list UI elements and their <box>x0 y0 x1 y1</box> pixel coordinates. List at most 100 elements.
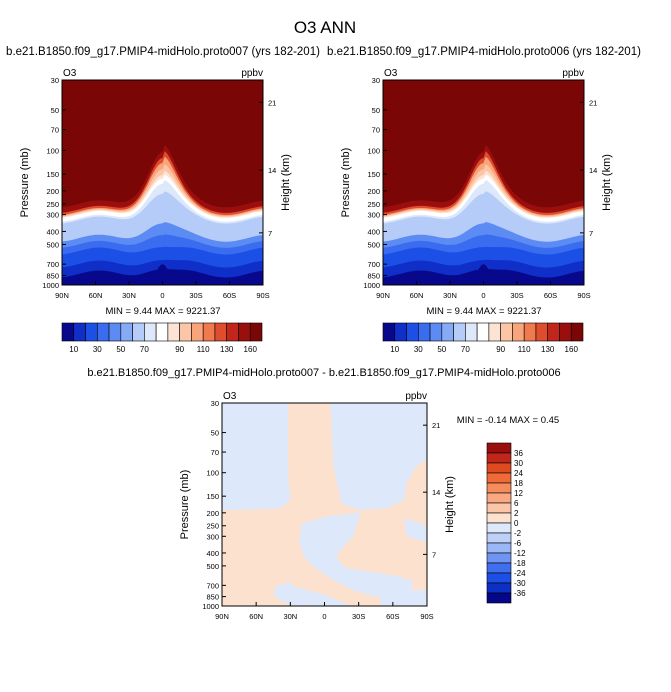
y-axis-label: Pressure (mb) <box>340 148 352 218</box>
field-layer <box>62 80 263 285</box>
right-tick-label: 7 <box>432 550 436 559</box>
y-tick-label: 30 <box>372 76 380 85</box>
y-tick-label: 70 <box>51 126 59 135</box>
colorbar-label: -30 <box>514 579 526 588</box>
colorbar-box <box>453 322 466 342</box>
y-tick-label: 50 <box>51 106 59 115</box>
y-tick-label: 850 <box>46 271 59 280</box>
colorbar-label: 30 <box>414 345 423 354</box>
y-tick-label: 70 <box>211 448 219 457</box>
colorbar-box <box>486 492 512 504</box>
y-tick-label: 200 <box>206 509 219 518</box>
colorbar-box <box>486 552 512 564</box>
y-tick-label: 400 <box>367 227 380 236</box>
x-tick-label: 90N <box>55 291 69 300</box>
x-tick-label: 30N <box>122 291 136 300</box>
x-tick-label: 30S <box>352 612 365 621</box>
colorbar-box <box>155 322 169 342</box>
colorbar-box <box>144 322 157 342</box>
field-negative-patch <box>273 581 353 606</box>
colorbar-box <box>382 322 396 342</box>
y-tick-label: 100 <box>367 146 380 155</box>
x-tick-label: 0 <box>322 612 326 621</box>
colorbar-label: 160 <box>565 345 579 354</box>
colorbar-label: 50 <box>437 345 446 354</box>
colorbar-label: 70 <box>461 345 470 354</box>
colorbar-box <box>226 322 239 342</box>
variable-label: O3 <box>384 68 398 79</box>
y-tick-label: 1000 <box>202 602 219 611</box>
colorbar-box <box>132 322 145 342</box>
field-negative-patch <box>404 518 427 542</box>
colorbar-box <box>120 322 133 342</box>
colorbar-label: 90 <box>175 345 184 354</box>
x-tick-label: 60N <box>249 612 263 621</box>
colorbar-label: -2 <box>514 529 522 538</box>
right-axis-label: Height (km) <box>280 154 292 211</box>
right-axis-label: Height (km) <box>444 476 456 533</box>
colorbar-box <box>96 322 110 342</box>
field-negative-patch <box>379 590 427 606</box>
colorbar-box <box>486 502 512 514</box>
colorbar-box <box>486 562 512 574</box>
colorbar-box <box>465 322 478 342</box>
panel-difference: b.e21.B1850.f09_g17.PMIP4-midHolo.proto0… <box>87 367 560 621</box>
y-tick-label: 850 <box>206 593 219 602</box>
colorbar-box <box>486 532 512 544</box>
right-tick-label: 14 <box>268 166 276 175</box>
colorbar-box <box>108 322 122 342</box>
colorbar-box <box>486 522 512 534</box>
variable-label: O3 <box>63 68 77 79</box>
colorbar-box <box>202 322 216 342</box>
colorbar-box <box>249 322 263 342</box>
colorbar-box <box>486 472 512 484</box>
plot-title: b.e21.B1850.f09_g17.PMIP4-midHolo.proto0… <box>327 46 641 58</box>
x-tick-label: 60N <box>89 291 103 300</box>
colorbar-label: 160 <box>244 345 258 354</box>
x-tick-label: 90N <box>215 612 229 621</box>
colorbar-label: 30 <box>514 459 523 468</box>
colorbar-label: -6 <box>514 539 522 548</box>
y-tick-label: 400 <box>46 227 59 236</box>
min-max-stats: MIN = 9.44 MAX = 9221.37 <box>105 306 220 317</box>
colorbar-box <box>73 322 86 342</box>
units-label: ppbv <box>562 68 584 79</box>
y-tick-label: 400 <box>206 549 219 558</box>
colorbar-box <box>476 322 490 342</box>
x-tick-label: 90S <box>420 612 433 621</box>
plot-title: b.e21.B1850.f09_g17.PMIP4-midHolo.proto0… <box>6 46 320 58</box>
colorbar-label: 110 <box>518 345 531 354</box>
colorbar-box <box>406 322 419 342</box>
y-tick-label: 700 <box>367 260 380 269</box>
colorbar-box <box>486 572 512 584</box>
colorbar-box <box>417 322 431 342</box>
colorbar-box <box>394 322 407 342</box>
y-tick-label: 500 <box>367 240 380 249</box>
colorbar-box <box>486 592 512 604</box>
colorbar-label: 12 <box>514 489 523 498</box>
units-label: ppbv <box>241 68 263 79</box>
colorbar-label: 0 <box>514 519 519 528</box>
units-label: ppbv <box>405 391 427 402</box>
right-tick-label: 21 <box>589 98 597 107</box>
colorbar-label: 6 <box>514 499 519 508</box>
colorbar-box <box>486 452 512 464</box>
colorbar-label: 50 <box>116 345 125 354</box>
colorbar-box <box>486 462 512 474</box>
field-layer <box>383 80 584 285</box>
colorbar-box <box>486 512 512 524</box>
colorbar-box <box>214 322 228 342</box>
y-tick-label: 1000 <box>42 281 59 290</box>
x-tick-label: 30N <box>283 612 297 621</box>
colorbar-box <box>85 322 98 342</box>
field-layer <box>222 403 427 606</box>
colorbar-box <box>486 482 512 494</box>
y-tick-label: 300 <box>367 211 380 220</box>
colorbar-label: -24 <box>514 569 526 578</box>
colorbar-label: 10 <box>390 345 399 354</box>
colorbar-box <box>238 322 251 342</box>
right-tick-label: 7 <box>268 229 272 238</box>
y-tick-label: 250 <box>206 522 219 531</box>
x-tick-label: 60S <box>223 291 236 300</box>
colorbar-box <box>488 322 501 342</box>
